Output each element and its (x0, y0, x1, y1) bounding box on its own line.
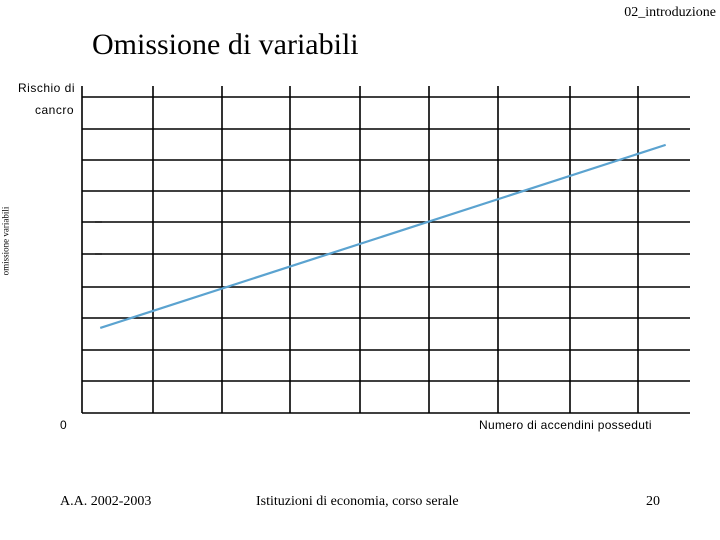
slide-title: Omissione di variabili (92, 28, 359, 61)
y-axis-label-line1: Rischio di (18, 81, 76, 95)
y-axis-label-line2: cancro (35, 103, 75, 117)
x-axis-origin-label: 0 (60, 418, 67, 432)
footer-course: Istituzioni di economia, corso serale (256, 494, 459, 509)
chart-series (99, 143, 667, 330)
footer-year: A.A. 2002-2003 (60, 494, 152, 509)
series-line (99, 143, 667, 330)
page-number: 20 (646, 494, 660, 509)
x-axis-label: Numero di accendini posseduti (479, 418, 652, 432)
slide-section-tag: 02_introduzione (624, 5, 716, 20)
chart-grid (81, 86, 690, 414)
